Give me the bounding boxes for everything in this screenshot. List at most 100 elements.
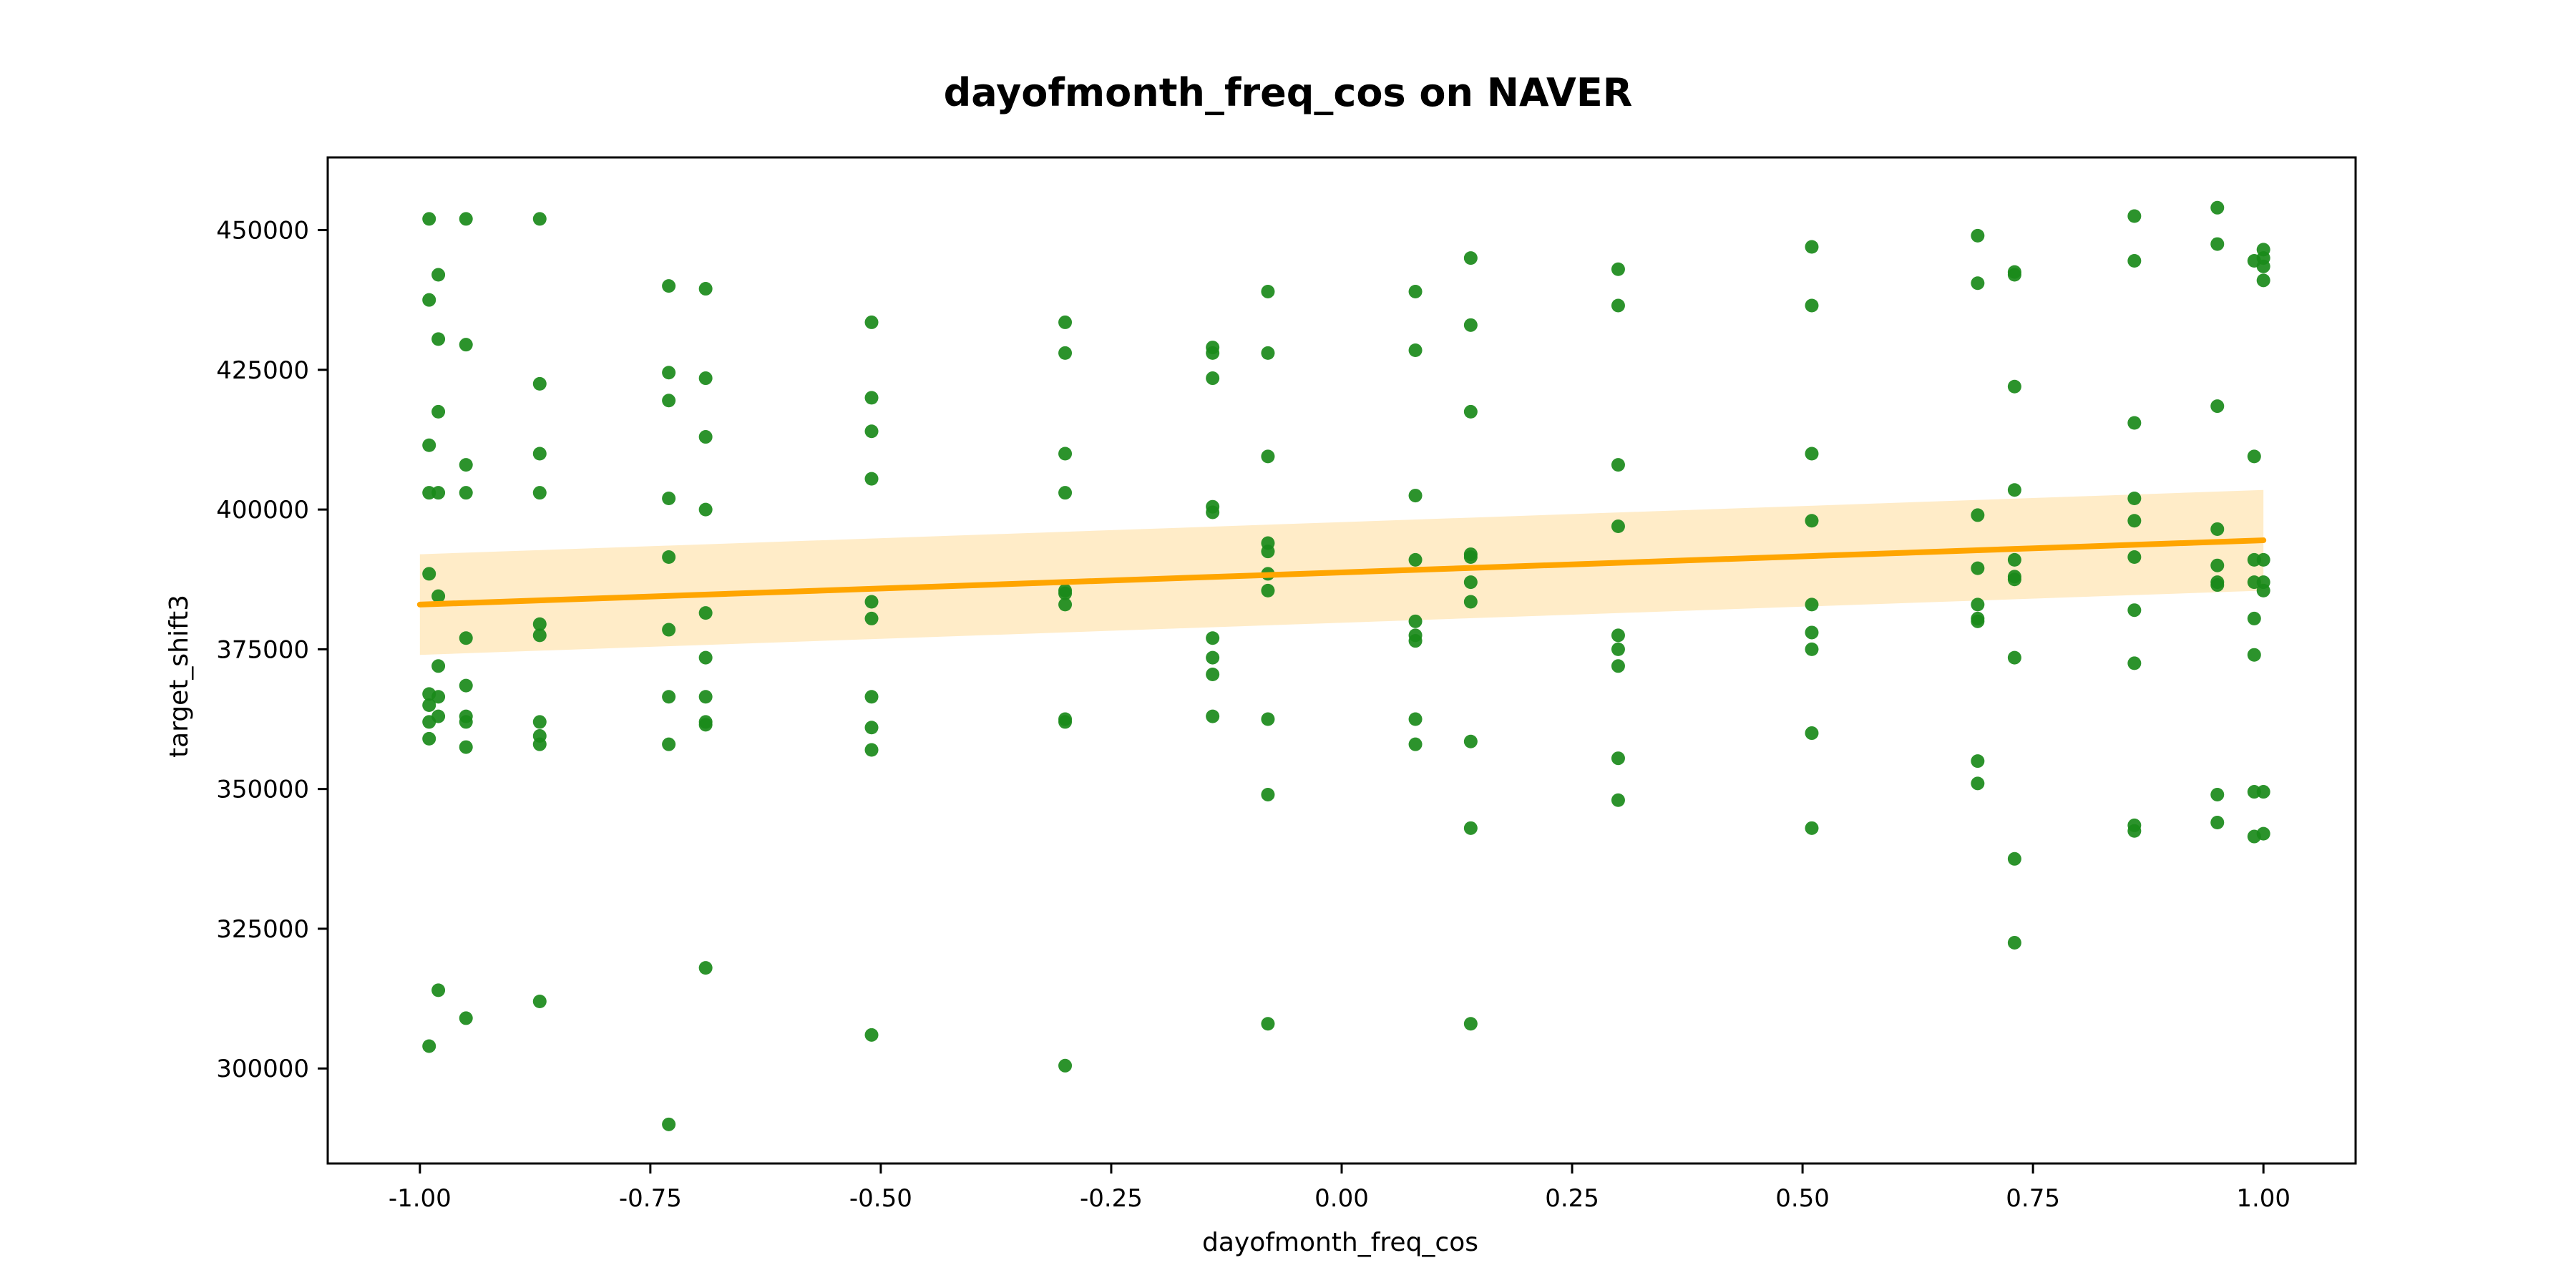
scatter-point-87 bbox=[1261, 284, 1275, 298]
y-axis-label: target_shift3 bbox=[165, 595, 194, 758]
scatter-point-147 bbox=[2007, 552, 2021, 567]
scatter-point-84 bbox=[1206, 650, 1220, 665]
scatter-point-140 bbox=[1971, 614, 1985, 628]
scatter-point-34 bbox=[532, 628, 547, 643]
scatter-point-96 bbox=[1261, 1017, 1275, 1031]
scatter-point-121 bbox=[1611, 642, 1625, 656]
scatter-point-113 bbox=[1463, 734, 1478, 748]
scatter-point-186 bbox=[2256, 583, 2270, 597]
scatter-point-141 bbox=[1971, 754, 1985, 769]
scatter-point-32 bbox=[532, 486, 547, 500]
scatter-point-44 bbox=[662, 623, 676, 637]
scatter-point-110 bbox=[1463, 550, 1478, 564]
scatter-point-26 bbox=[459, 715, 473, 729]
plot-area-frame bbox=[326, 156, 2357, 1165]
scatter-point-120 bbox=[1611, 628, 1625, 643]
scatter-point-58 bbox=[864, 315, 879, 329]
scatter-point-94 bbox=[1261, 712, 1275, 726]
scatter-point-42 bbox=[662, 491, 676, 505]
scatter-point-29 bbox=[532, 212, 547, 226]
scatter-point-85 bbox=[1206, 668, 1220, 682]
scatter-point-127 bbox=[1805, 447, 1819, 461]
scatter-point-23 bbox=[459, 631, 473, 645]
scatter-point-142 bbox=[1971, 776, 1985, 791]
scatter-point-116 bbox=[1611, 262, 1625, 276]
scatter-point-114 bbox=[1463, 821, 1478, 835]
scatter-point-93 bbox=[1261, 583, 1275, 597]
scatter-point-98 bbox=[1408, 343, 1423, 357]
y-tick-label: 350000 bbox=[216, 776, 309, 804]
scatter-point-37 bbox=[532, 737, 547, 751]
scatter-point-177 bbox=[2247, 648, 2261, 662]
x-axis-ticks: -1.00 -0.75 -0.50 -0.25 0.00 0.25 0.50 0.75 1.00 bbox=[389, 1163, 2290, 1213]
scatter-point-125 bbox=[1805, 240, 1819, 254]
scatter-point-164 bbox=[2210, 237, 2225, 251]
scatter-point-46 bbox=[662, 737, 676, 751]
scatter-point-57 bbox=[698, 961, 713, 975]
scatter-point-134 bbox=[1971, 228, 1985, 243]
scatter-point-151 bbox=[2007, 852, 2021, 866]
scatter-point-64 bbox=[864, 690, 879, 704]
scatter-point-138 bbox=[1971, 597, 1985, 612]
regression-line-layer bbox=[416, 537, 2267, 608]
scatter-point-176 bbox=[2247, 611, 2261, 625]
scatter-point-136 bbox=[1971, 508, 1985, 522]
scatter-point-17 bbox=[431, 709, 446, 723]
scatter-point-124 bbox=[1611, 793, 1625, 807]
scatter-point-45 bbox=[662, 690, 676, 704]
scatter-point-145 bbox=[2007, 379, 2021, 394]
scatter-point-48 bbox=[698, 282, 713, 296]
scatter-point-65 bbox=[864, 721, 879, 735]
scatter-point-33 bbox=[532, 617, 547, 631]
scatter-point-77 bbox=[1058, 1058, 1073, 1073]
scatter-point-74 bbox=[1058, 597, 1073, 612]
y-tick-label: 375000 bbox=[216, 635, 309, 664]
scatter-point-128 bbox=[1805, 514, 1819, 528]
scatter-point-122 bbox=[1611, 659, 1625, 673]
chart-title: dayofmonth_freq_cos on NAVER bbox=[944, 70, 1633, 115]
x-tick-label: -0.25 bbox=[1080, 1184, 1143, 1213]
scatter-point-1 bbox=[422, 293, 436, 307]
scatter-point-16 bbox=[431, 690, 446, 704]
scatter-point-28 bbox=[459, 1011, 473, 1025]
scatter-point-166 bbox=[2210, 522, 2225, 536]
y-tick-label: 425000 bbox=[216, 356, 309, 385]
scatter-point-159 bbox=[2127, 603, 2142, 618]
scatter-point-0 bbox=[422, 212, 436, 226]
scatter-point-47 bbox=[662, 1117, 676, 1131]
scatter-point-41 bbox=[662, 394, 676, 408]
scatter-point-88 bbox=[1261, 346, 1275, 360]
scatter-point-170 bbox=[2210, 787, 2225, 801]
scatter-point-51 bbox=[698, 502, 713, 517]
scatter-point-60 bbox=[864, 424, 879, 439]
scatter-point-11 bbox=[431, 332, 446, 346]
scatter-point-160 bbox=[2127, 656, 2142, 670]
scatter-point-171 bbox=[2210, 816, 2225, 830]
scatter-point-54 bbox=[698, 690, 713, 704]
scatter-point-50 bbox=[698, 430, 713, 444]
scatter-point-40 bbox=[662, 366, 676, 380]
scatter-point-153 bbox=[2127, 209, 2142, 223]
scatter-point-156 bbox=[2127, 491, 2142, 505]
scatter-point-97 bbox=[1408, 284, 1423, 298]
scatter-point-35 bbox=[532, 715, 547, 729]
scatter-point-31 bbox=[532, 447, 547, 461]
scatter-point-182 bbox=[2256, 259, 2270, 273]
scatter-point-4 bbox=[422, 567, 436, 581]
scatter-point-115 bbox=[1463, 1017, 1478, 1031]
x-tick-label: -0.50 bbox=[849, 1184, 912, 1213]
scatter-point-111 bbox=[1463, 575, 1478, 590]
y-tick-label: 325000 bbox=[216, 915, 309, 944]
scatter-point-43 bbox=[662, 550, 676, 564]
scatter-point-108 bbox=[1463, 404, 1478, 419]
scatter-point-68 bbox=[1058, 315, 1073, 329]
scatter-point-30 bbox=[532, 376, 547, 391]
scatter-point-188 bbox=[2256, 826, 2270, 841]
scatter-point-167 bbox=[2210, 558, 2225, 572]
scatter-point-69 bbox=[1058, 346, 1073, 360]
scatter-point-131 bbox=[1805, 642, 1819, 656]
scatter-point-118 bbox=[1611, 458, 1625, 472]
scatter-point-105 bbox=[1408, 737, 1423, 751]
x-tick-label: 0.00 bbox=[1314, 1184, 1369, 1213]
scatter-point-95 bbox=[1261, 787, 1275, 801]
